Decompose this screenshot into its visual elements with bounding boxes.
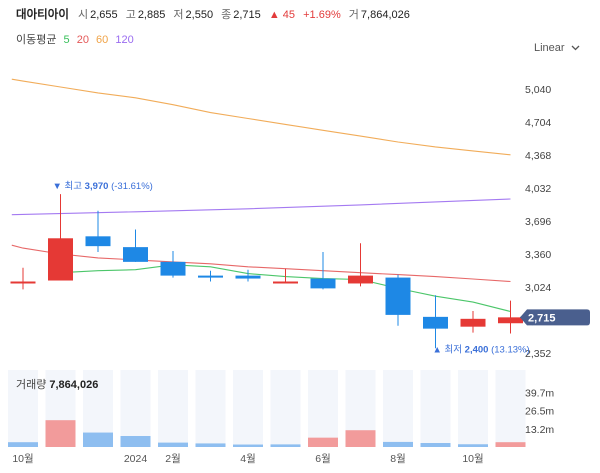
high-value: 2,885 <box>137 9 166 21</box>
candle-body <box>498 317 523 324</box>
change-percent: +1.69% <box>303 9 341 21</box>
volume-value: 7,864,026 <box>360 9 410 21</box>
volume-tick-label: 13.2m <box>525 424 554 436</box>
low-annotation-part: ▲ 최저 <box>433 344 465 355</box>
ma-60-toggle[interactable]: 60 <box>96 34 109 46</box>
candle-body <box>198 275 223 278</box>
y-tick-label: 3,696 <box>525 216 551 228</box>
candle-body <box>10 281 36 284</box>
candle-body <box>385 277 411 315</box>
candle-body <box>460 318 486 327</box>
candle-body <box>423 316 448 329</box>
last-price-tag <box>520 309 590 326</box>
close-label: 종 <box>221 9 232 21</box>
volume-column-bg <box>158 370 188 447</box>
ma-60-line <box>11 78 511 156</box>
volume-column-bg <box>8 370 38 447</box>
volume-tick-label: 26.5m <box>525 406 554 418</box>
high-annotation: ▼ 최고 3,970 (-31.61%) <box>53 181 153 192</box>
change-value: 45 <box>282 9 296 21</box>
change-arrow-icon: ▲ <box>268 9 280 21</box>
volume-bar <box>83 432 113 447</box>
scale-selector-value: Linear <box>534 42 565 54</box>
x-tick-label: 6월 <box>315 453 331 465</box>
volume-panel-title: 거래량 <box>16 379 47 391</box>
low-annotation-part: 2,400 <box>465 344 491 355</box>
moving-average-label: 이동평균 <box>16 34 57 46</box>
stock-quote-header: 대아티아이 시 2,655 고 2,885 저 2,550 종 2,715 ▲ 45 +… <box>0 0 600 30</box>
low-annotation: ▲ 최저 2,400 (13.13%) <box>433 344 530 355</box>
volume-bar <box>158 442 188 447</box>
ma-20-line <box>11 244 511 283</box>
volume-panel-value: 7,864,026 <box>49 379 99 391</box>
volume-bar <box>233 444 263 447</box>
candle-body <box>48 238 73 281</box>
moving-average-legend: 이동평균 5 20 60 120 <box>16 31 134 47</box>
volume-bar <box>495 442 526 447</box>
x-tick-label: 10월 <box>12 453 33 465</box>
chevron-down-icon <box>571 45 580 51</box>
low-annotation-part: (13.13%) <box>491 344 530 355</box>
candle-body <box>123 247 148 262</box>
high-annotation-part: ▼ 최고 <box>53 181 85 192</box>
scale-selector[interactable]: Linear <box>534 42 580 54</box>
last-price-label: 2,715 <box>528 312 556 324</box>
volume-column-bg <box>495 370 526 447</box>
high-annotation-part: (-31.61%) <box>111 181 153 192</box>
low-value: 2,550 <box>185 9 214 21</box>
volume-bar <box>8 442 38 447</box>
volume-column-bg <box>308 370 338 447</box>
ma-5-toggle[interactable]: 5 <box>63 34 70 46</box>
volume-column-bg <box>195 370 226 447</box>
x-tick-label: 2월 <box>165 453 181 465</box>
volume-bar <box>120 436 151 447</box>
y-tick-label: 2,352 <box>525 348 551 360</box>
volume-panel-label: 거래량 7,864,026 <box>16 376 103 392</box>
ma-20-toggle[interactable]: 20 <box>76 34 89 46</box>
x-tick-label: 2024 <box>124 453 148 465</box>
y-tick-label: 5,040 <box>525 84 551 96</box>
volume-bar <box>458 444 488 447</box>
y-tick-label: 3,360 <box>525 249 551 261</box>
volume-column-bg <box>420 370 451 447</box>
ma-120-toggle[interactable]: 120 <box>115 34 134 46</box>
y-tick-label: 3,024 <box>525 282 551 294</box>
y-tick-label: 4,032 <box>525 183 551 195</box>
volume-label: 거 <box>348 9 359 21</box>
high-label: 고 <box>125 9 136 21</box>
x-tick-label: 8월 <box>390 453 406 465</box>
low-label: 저 <box>173 9 184 21</box>
volume-bar <box>308 437 338 447</box>
volume-bar <box>420 443 451 447</box>
open-label: 시 <box>77 9 89 21</box>
volume-bar <box>195 443 226 447</box>
candle-body <box>235 275 261 279</box>
candle-body <box>348 275 373 284</box>
volume-bar <box>383 441 413 447</box>
volume-column-bg <box>120 370 151 447</box>
ma-120-line <box>11 198 511 216</box>
close-value: 2,715 <box>233 9 261 21</box>
volume-column-bg <box>458 370 488 447</box>
y-tick-label: 4,704 <box>525 117 551 129</box>
high-annotation-part: 3,970 <box>85 181 111 192</box>
volume-column-bg <box>270 370 301 447</box>
candle-body <box>85 236 111 247</box>
volume-bar <box>270 444 301 447</box>
volume-bar <box>345 430 376 447</box>
volume-column-bg <box>233 370 263 447</box>
y-tick-label: 4,368 <box>525 150 551 162</box>
stock-name: 대아티아이 <box>16 9 69 21</box>
x-tick-label: 4월 <box>240 453 256 465</box>
open-value: 2,655 <box>90 9 118 21</box>
candle-body <box>273 281 298 284</box>
x-tick-label: 10월 <box>462 453 483 465</box>
candle-body <box>160 261 186 276</box>
volume-column-bg <box>383 370 413 447</box>
volume-bar <box>45 420 76 447</box>
volume-tick-label: 39.7m <box>525 387 554 399</box>
candle-body <box>310 278 336 289</box>
